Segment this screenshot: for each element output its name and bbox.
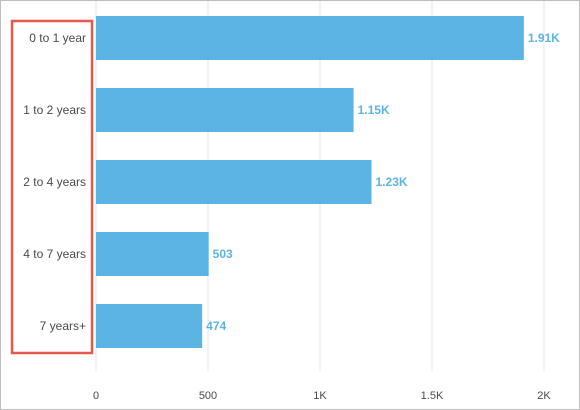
bar-0 [96, 16, 524, 60]
data-label-2: 1.23K [376, 175, 408, 189]
bar-2 [96, 160, 372, 204]
x-tick-label-3: 1.5K [421, 390, 444, 402]
bar-3 [96, 232, 209, 276]
bars [96, 16, 524, 348]
category-label-1: 1 to 2 years [23, 103, 86, 117]
x-tick-label-4: 2K [537, 390, 551, 402]
data-label-0: 1.91K [528, 31, 560, 45]
x-tick-label-2: 1K [313, 390, 327, 402]
category-label-0: 0 to 1 year [29, 31, 86, 45]
bar-4 [96, 304, 203, 348]
x-axis-tick-labels: 0 500 1K 1.5K 2K [93, 390, 551, 402]
category-label-2: 2 to 4 years [23, 175, 86, 189]
category-labels-highlight-box [10, 19, 94, 355]
x-tick-label-0: 0 [93, 390, 99, 402]
data-labels: 1.91K 1.15K 1.23K 503 474 [206, 31, 560, 333]
data-label-1: 1.15K [358, 103, 390, 117]
bar-1 [96, 88, 354, 132]
category-labels: 0 to 1 year 1 to 2 years 2 to 4 years 4 to … [23, 31, 86, 333]
category-label-3: 4 to 7 years [23, 247, 86, 261]
category-label-4: 7 years+ [40, 319, 86, 333]
data-label-4: 474 [206, 319, 226, 333]
x-tick-label-1: 500 [199, 390, 217, 402]
data-label-3: 503 [213, 247, 233, 261]
